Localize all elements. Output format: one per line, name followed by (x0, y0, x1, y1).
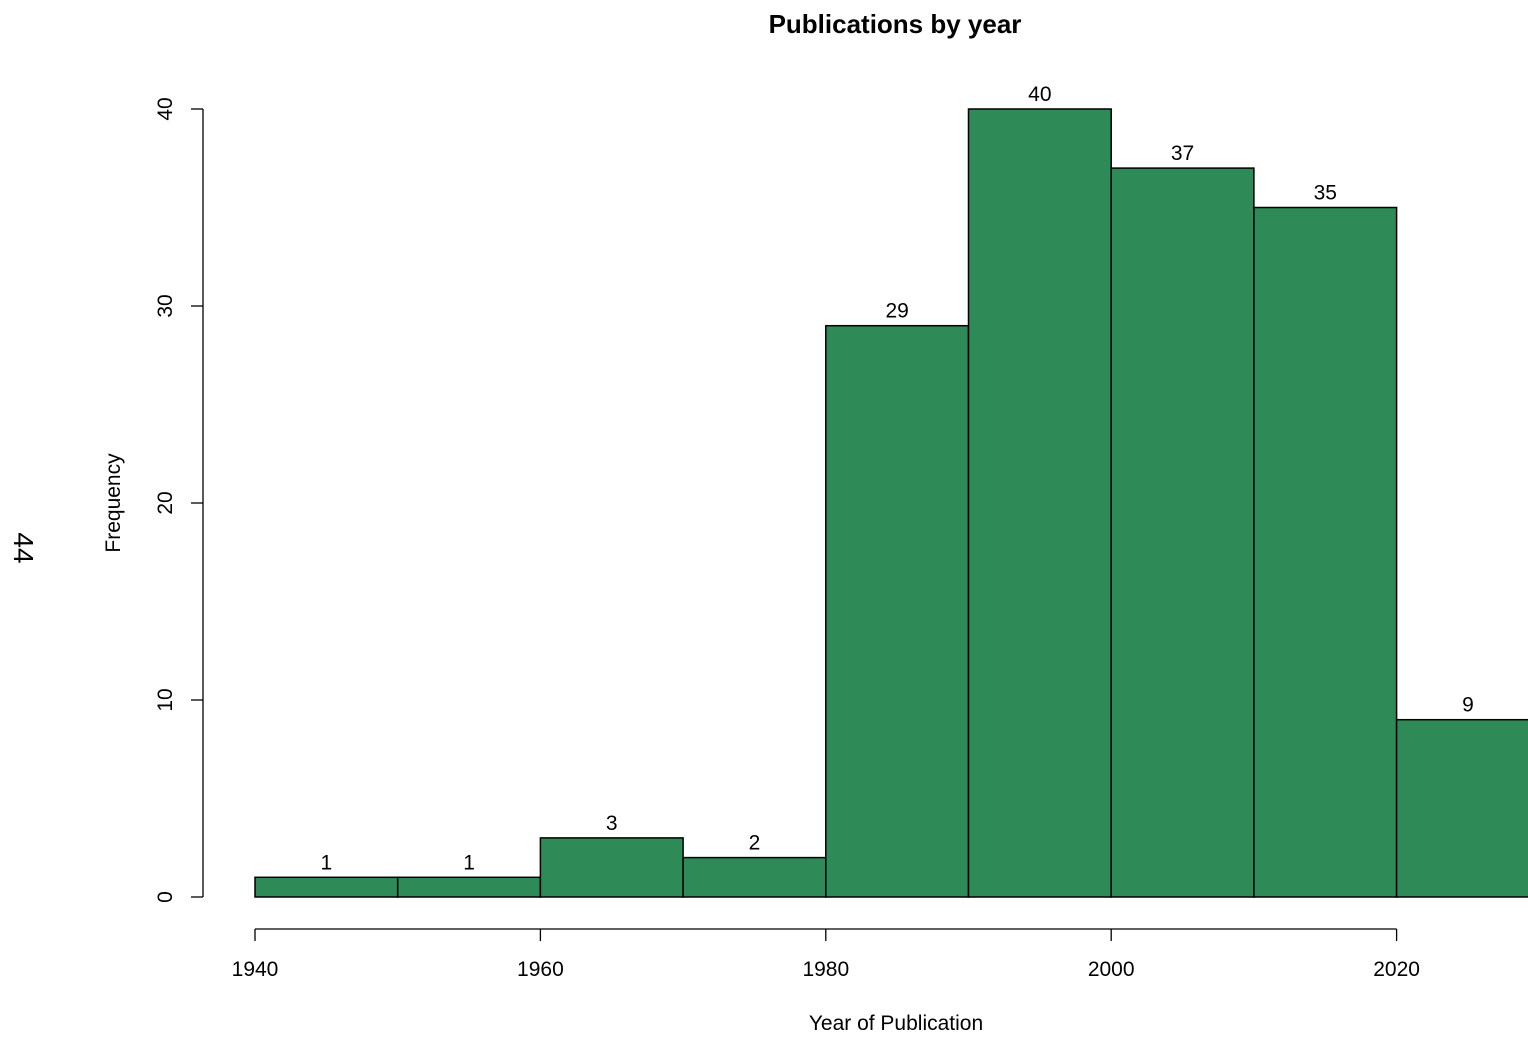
histogram-bar (682, 856, 827, 898)
x-axis: 1940 1960 1980 2000 2020 (232, 928, 1420, 981)
histogram-bar (396, 876, 542, 898)
histogram-bar (1110, 167, 1255, 898)
bar-count-label: 1 (463, 851, 475, 874)
bar-count-label: 1 (321, 851, 333, 874)
x-tick-label: 1980 (802, 958, 849, 981)
bar-count-label: 3 (606, 812, 618, 835)
y-axis: 0 10 20 30 40 (154, 97, 204, 903)
bars-group (254, 108, 1528, 898)
histogram-bar (825, 324, 970, 898)
bar-count-label: 35 (1314, 182, 1337, 205)
x-tick-label: 2000 (1088, 958, 1135, 981)
count-labels-group: 1 1 3 2 29 40 37 35 9 (321, 83, 1474, 874)
histogram-bar (254, 876, 399, 898)
bar-count-label: 9 (1462, 694, 1474, 717)
bar-count-label: 2 (749, 832, 761, 855)
chart-title: Publications by year (769, 9, 1022, 39)
x-tick-label: 1960 (517, 958, 564, 981)
histogram-bar (1395, 718, 1528, 898)
y-tick-label: 30 (154, 294, 177, 317)
histogram-bar (539, 837, 684, 898)
histogram-bar (967, 108, 1112, 898)
bar-count-label: 29 (885, 300, 908, 323)
y-tick-label: 10 (154, 688, 177, 711)
x-tick-label: 1940 (232, 958, 279, 981)
y-tick-label: 40 (154, 97, 177, 120)
y-tick-label: 20 (154, 491, 177, 514)
x-tick-label: 2020 (1373, 958, 1420, 981)
bar-count-label: 37 (1171, 142, 1194, 165)
page-number: 44 (8, 532, 39, 563)
y-axis-label: Frequency (102, 453, 125, 553)
histogram-bar (1253, 206, 1398, 898)
bar-count-label: 40 (1028, 83, 1051, 106)
y-tick-label: 0 (154, 891, 177, 903)
x-axis-label: Year of Publication (809, 1012, 983, 1035)
